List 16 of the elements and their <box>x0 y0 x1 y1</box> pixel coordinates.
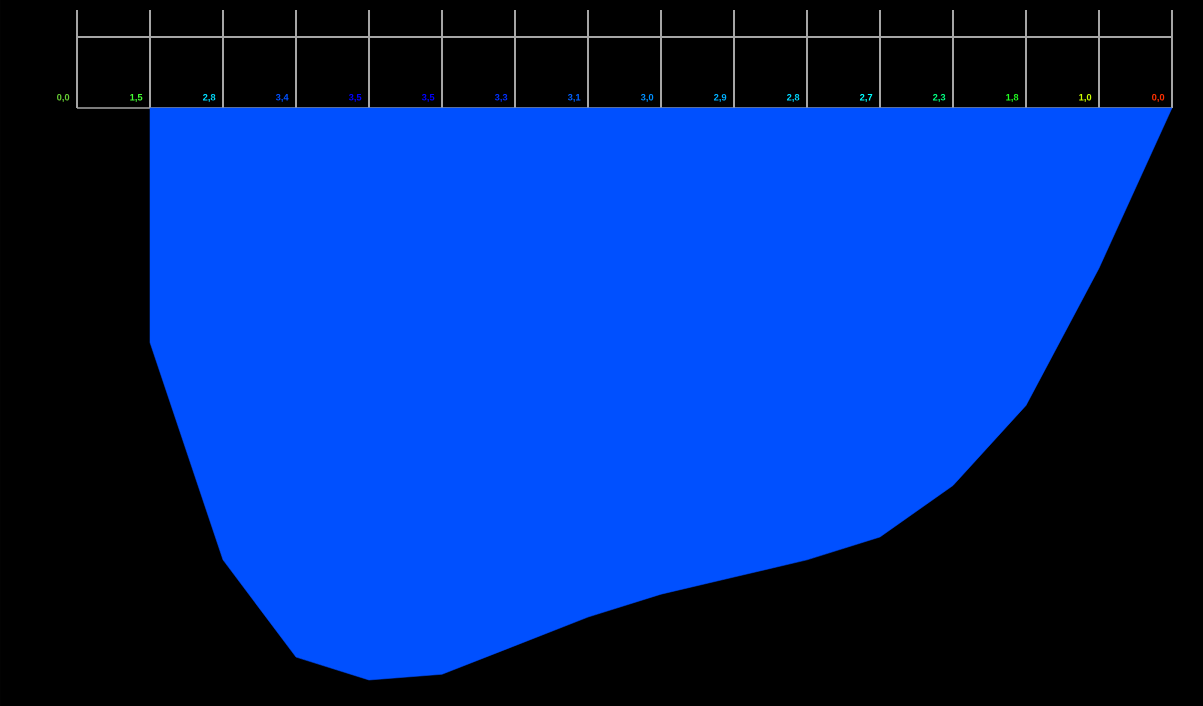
x-tick-label: 3,0 <box>640 93 654 102</box>
x-tick-label: 0,0 <box>57 93 70 102</box>
x-tick-label: 3,4 <box>275 93 289 102</box>
x-tick-label: 3,3 <box>494 93 508 102</box>
x-tick-label: 1,5 <box>130 94 143 102</box>
x-tick-label: 1,8 <box>1006 93 1019 102</box>
x-tick-label: 2,8 <box>202 93 216 102</box>
x-tick-label: 2,9 <box>713 93 727 102</box>
x-tick-label: 2,7 <box>859 93 873 102</box>
x-tick-label: 1,0 <box>1079 93 1092 102</box>
x-tick-label: 3,5 <box>348 93 362 102</box>
x-tick-label: 3,5 <box>421 93 435 102</box>
x-tick-label: 0,0 <box>1152 93 1165 102</box>
x-tick-label: 2,3 <box>932 93 946 102</box>
x-tick-label: 3,1 <box>567 93 581 102</box>
x-tick-label: 2,8 <box>786 93 800 102</box>
